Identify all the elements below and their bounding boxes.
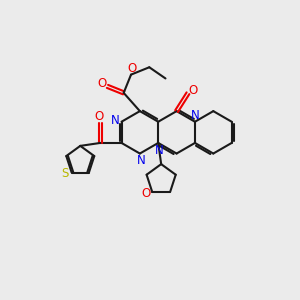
Text: O: O xyxy=(189,84,198,98)
Text: N: N xyxy=(137,154,146,167)
Text: N: N xyxy=(155,144,164,157)
Text: S: S xyxy=(61,167,69,181)
Text: N: N xyxy=(111,114,119,127)
Text: N: N xyxy=(191,109,200,122)
Text: O: O xyxy=(141,187,150,200)
Text: O: O xyxy=(127,61,136,75)
Text: O: O xyxy=(94,110,104,123)
Text: O: O xyxy=(98,77,107,90)
